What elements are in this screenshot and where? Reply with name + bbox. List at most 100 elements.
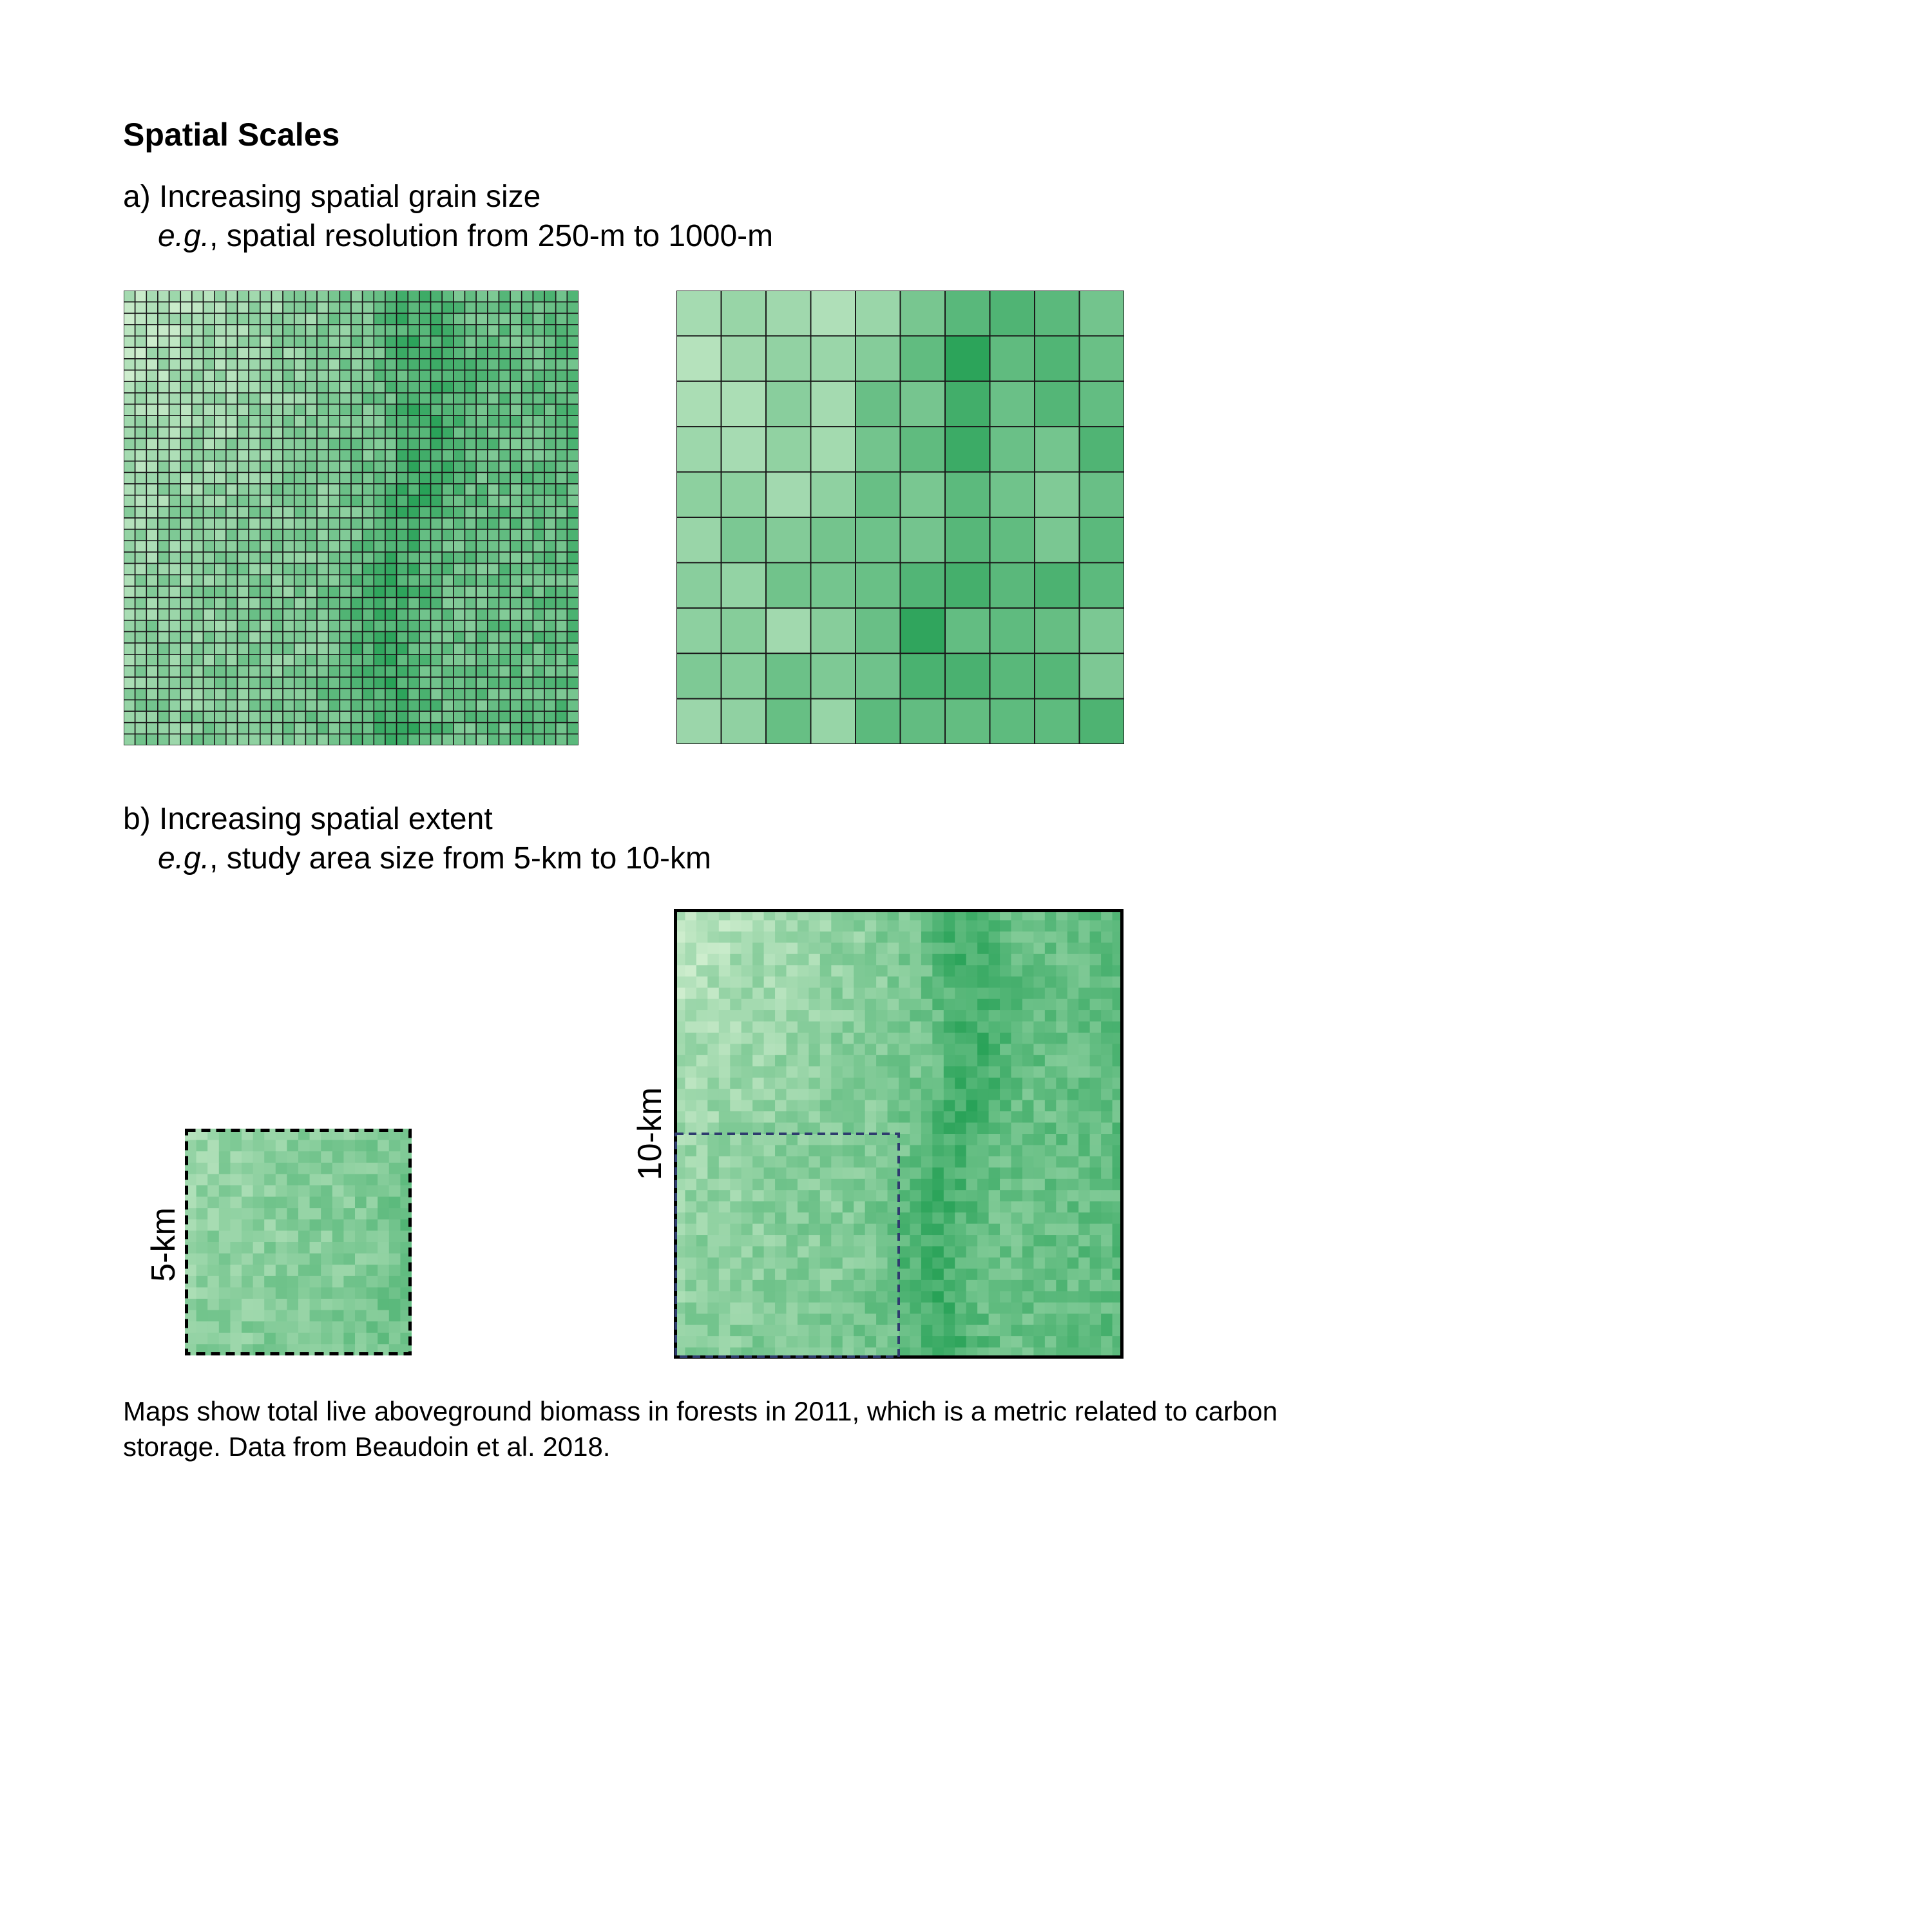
- raster-cell: [373, 437, 386, 450]
- raster-cell: [316, 324, 329, 337]
- raster-cell: [532, 676, 545, 689]
- raster-cell: [1044, 1032, 1057, 1044]
- raster-cell: [316, 301, 329, 314]
- raster-cell: [566, 415, 579, 428]
- raster-cell: [339, 722, 352, 735]
- raster-cell: [385, 562, 397, 576]
- raster-cell: [316, 392, 329, 405]
- raster-cell: [1089, 1291, 1102, 1303]
- raster-cell: [293, 722, 307, 735]
- raster-cell: [532, 426, 545, 439]
- raster-cell: [388, 1310, 401, 1322]
- raster-cell: [910, 1201, 922, 1213]
- raster-cell: [718, 1246, 731, 1258]
- raster-cell: [786, 1212, 798, 1225]
- raster-cell: [786, 931, 798, 943]
- raster-cell: [441, 483, 454, 496]
- raster-cell: [430, 665, 443, 678]
- raster-cell: [124, 369, 136, 383]
- raster-cell: [763, 920, 776, 932]
- raster-cell: [486, 733, 500, 745]
- raster-cell: [287, 1310, 299, 1322]
- raster-cell: [350, 437, 363, 450]
- raster-cell: [887, 1268, 899, 1281]
- raster-cell: [316, 449, 329, 462]
- raster-cell: [157, 653, 170, 667]
- raster-cell: [361, 335, 375, 349]
- raster-cell: [718, 1021, 731, 1033]
- raster-cell: [977, 1122, 990, 1134]
- raster-cell: [566, 460, 579, 473]
- raster-cell: [797, 1336, 809, 1348]
- raster-cell: [486, 415, 500, 428]
- raster-cell: [1067, 999, 1079, 1011]
- raster-cell: [685, 920, 697, 932]
- raster-cell: [544, 631, 557, 644]
- raster-cell: [741, 1336, 753, 1348]
- raster-cell: [1067, 1178, 1079, 1191]
- raster-cell: [944, 291, 991, 337]
- raster-cell: [339, 392, 352, 405]
- raster-cell: [566, 392, 579, 405]
- raster-cell: [1067, 1055, 1079, 1067]
- raster-cell: [1056, 1111, 1068, 1124]
- raster-cell: [1022, 1145, 1034, 1157]
- raster-cell: [1033, 1235, 1046, 1247]
- raster-cell: [316, 381, 329, 394]
- raster-cell: [293, 676, 307, 689]
- raster-cell: [977, 1089, 990, 1101]
- raster-cell: [786, 1235, 798, 1247]
- raster-cell: [899, 1167, 911, 1180]
- raster-cell: [876, 1246, 888, 1258]
- raster-cell: [720, 653, 767, 700]
- raster-cell: [202, 676, 216, 689]
- raster-cell: [566, 631, 579, 644]
- raster-cell: [407, 437, 420, 450]
- raster-cell: [202, 312, 216, 325]
- raster-cell: [407, 291, 420, 303]
- raster-cell: [343, 1162, 356, 1174]
- raster-cell: [988, 1055, 1000, 1067]
- raster-cell: [339, 653, 352, 667]
- raster-cell: [230, 1196, 242, 1209]
- raster-cell: [248, 562, 261, 576]
- raster-cell: [988, 1044, 1000, 1056]
- raster-cell: [707, 1111, 720, 1124]
- raster-cell: [989, 517, 1035, 564]
- raster-cell: [730, 1134, 742, 1146]
- raster-cell: [510, 687, 522, 701]
- raster-cell: [786, 1032, 798, 1044]
- raster-cell: [966, 1212, 978, 1225]
- raster-cell: [305, 540, 318, 553]
- raster-cell: [309, 1196, 321, 1209]
- raster-cell: [1067, 1190, 1079, 1202]
- raster-cell: [887, 1178, 899, 1191]
- raster-cell: [475, 676, 488, 689]
- raster-cell: [752, 1325, 765, 1337]
- raster-cell: [741, 1257, 753, 1269]
- raster-cell: [943, 1145, 955, 1157]
- raster-cell: [475, 653, 488, 667]
- raster-cell: [510, 620, 522, 633]
- raster-cell: [521, 551, 534, 564]
- raster-cell: [124, 403, 136, 416]
- raster-cell: [321, 1208, 333, 1220]
- raster-cell: [555, 528, 568, 542]
- raster-cell: [977, 1044, 990, 1056]
- raster-cell: [1044, 976, 1057, 988]
- raster-cell: [989, 335, 1035, 382]
- raster-cell: [385, 699, 397, 712]
- raster-cell: [1089, 1302, 1102, 1314]
- raster-cell: [544, 415, 557, 428]
- raster-cell: [168, 517, 182, 530]
- raster-cell: [180, 733, 193, 745]
- raster-cell: [566, 722, 579, 735]
- raster-cell: [157, 324, 170, 337]
- raster-cell: [350, 506, 363, 519]
- raster-cell: [207, 1162, 220, 1174]
- raster-cell: [1000, 1235, 1012, 1247]
- raster-cell: [775, 1246, 787, 1258]
- raster-cell: [260, 460, 273, 473]
- raster-cell: [287, 1162, 299, 1174]
- raster-cell: [498, 528, 511, 542]
